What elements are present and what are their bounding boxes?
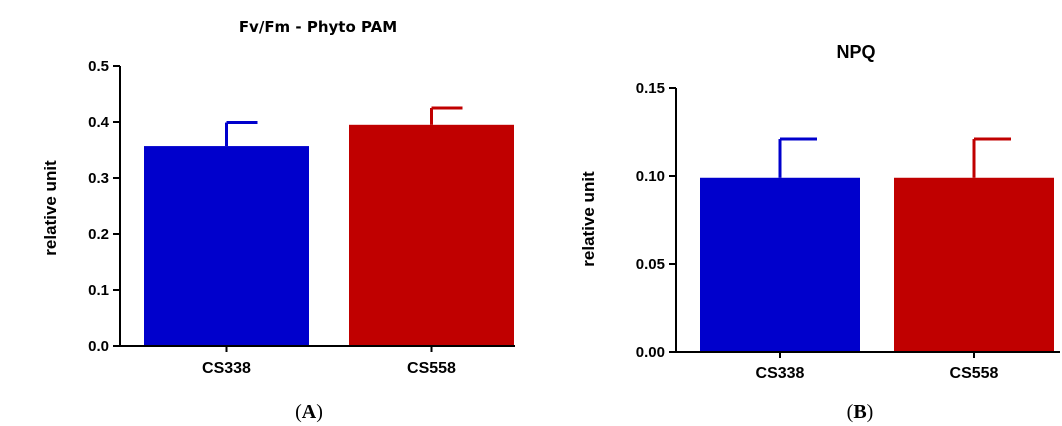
panel-b-category-label-cs338: CS338 <box>756 365 805 382</box>
panel-b-label: (B) <box>847 401 874 423</box>
panel-a-bar-cs558 <box>349 124 514 346</box>
panel-a-y-tick-label: 0.3 <box>88 170 109 187</box>
panel-a-category-label-cs558: CS558 <box>407 360 456 377</box>
panel-b-bar-cs558 <box>894 177 1054 352</box>
panel-b-y-tick-label: 0.00 <box>636 344 665 361</box>
panel-b-y-tick-label: 0.10 <box>636 168 665 185</box>
panel-b-y-tick-label: 0.15 <box>636 80 665 97</box>
panel-a-y-tick-label: 0.1 <box>88 282 109 299</box>
panel-b-marks: 0.00 0.05 0.10 0.15 CS338 CS558 <box>636 80 1054 382</box>
panel-a-y-tick-label: 0.0 <box>88 338 109 355</box>
panel-a-label: (A) <box>295 401 323 423</box>
panel-b-chart: NPQ relative unit 0.00 0.05 0.10 0.15 CS338 C… <box>579 42 1060 423</box>
panel-a-marks: 0.0 0.1 0.2 0.3 0.4 0.5 CS338 CS558 <box>88 58 514 377</box>
panel-a-bar-cs338 <box>144 146 309 346</box>
panel-a-title: Fv/Fm - Phyto PAM <box>239 18 397 36</box>
panel-a-ylabel: relative unit <box>41 160 60 256</box>
panel-a-category-label-cs338: CS338 <box>202 360 251 377</box>
panel-b-bar-cs338 <box>700 177 860 352</box>
panel-a-label-letter: A <box>302 401 317 423</box>
panel-b-category-label-cs558: CS558 <box>950 365 999 382</box>
panel-b-label-letter: B <box>853 401 866 423</box>
panel-a-y-tick-label: 0.5 <box>88 58 109 75</box>
panel-b-ylabel: relative unit <box>579 171 598 267</box>
panel-a-y-tick-label: 0.2 <box>88 226 109 243</box>
panel-b-title: NPQ <box>836 42 875 62</box>
panel-b-y-tick-label: 0.05 <box>636 256 665 273</box>
panel-a-y-tick-label: 0.4 <box>88 114 110 131</box>
panel-a-chart: Fv/Fm - Phyto PAM relative unit 0.00.10.… <box>41 18 515 423</box>
